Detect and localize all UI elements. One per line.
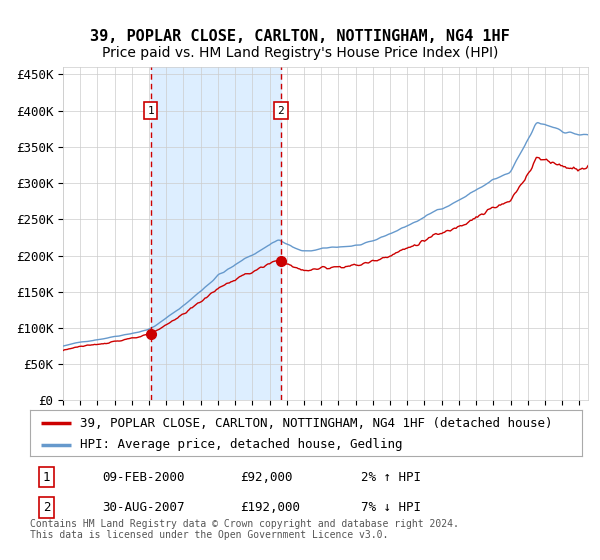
Bar [151, 67, 281, 400]
Text: 30-AUG-2007: 30-AUG-2007 [102, 501, 184, 514]
Text: HPI: Average price, detached house, Gedling: HPI: Average price, detached house, Gedl… [80, 438, 402, 451]
Text: Contains HM Land Registry data © Crown copyright and database right 2024.
This d: Contains HM Land Registry data © Crown c… [30, 519, 459, 540]
Text: 2: 2 [43, 501, 50, 514]
Text: Price paid vs. HM Land Registry's House Price Index (HPI): Price paid vs. HM Land Registry's House … [102, 46, 498, 60]
Text: £192,000: £192,000 [240, 501, 300, 514]
Text: 1: 1 [148, 105, 154, 115]
Text: 1: 1 [43, 471, 50, 484]
Text: 39, POPLAR CLOSE, CARLTON, NOTTINGHAM, NG4 1HF: 39, POPLAR CLOSE, CARLTON, NOTTINGHAM, N… [90, 29, 510, 44]
Text: £92,000: £92,000 [240, 471, 292, 484]
Text: 2% ↑ HPI: 2% ↑ HPI [361, 471, 421, 484]
Text: 2: 2 [278, 105, 284, 115]
Text: 39, POPLAR CLOSE, CARLTON, NOTTINGHAM, NG4 1HF (detached house): 39, POPLAR CLOSE, CARLTON, NOTTINGHAM, N… [80, 417, 552, 430]
Text: 7% ↓ HPI: 7% ↓ HPI [361, 501, 421, 514]
Text: 09-FEB-2000: 09-FEB-2000 [102, 471, 184, 484]
